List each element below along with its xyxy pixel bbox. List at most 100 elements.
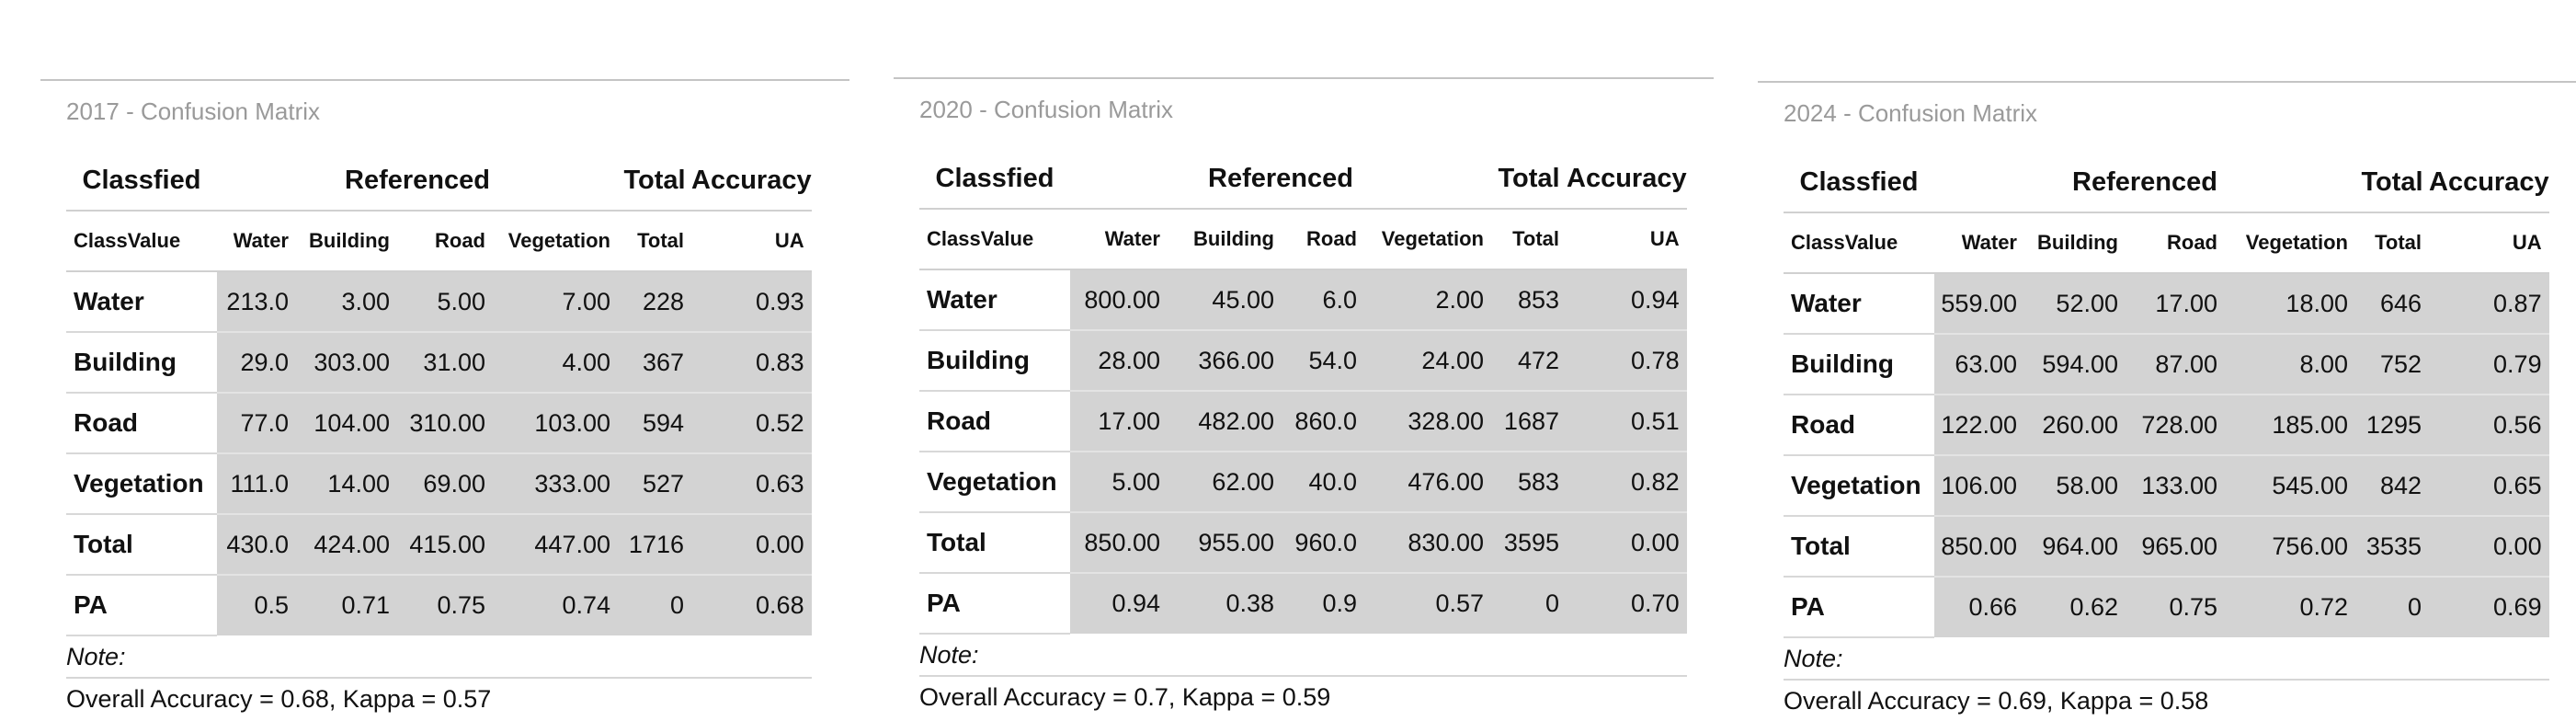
- building-cell: 424.00: [296, 514, 397, 576]
- road-subheader: Road: [2126, 212, 2225, 274]
- ua-cell: 0.68: [691, 575, 812, 635]
- total-cell: 527: [618, 453, 691, 515]
- total-cell: 3535: [2355, 516, 2429, 578]
- ua-cell: 0.00: [1567, 512, 1687, 574]
- total-cell: 583: [1491, 452, 1567, 513]
- vegetation-cell: 830.00: [1364, 512, 1491, 574]
- vegetation-cell: 18.00: [2225, 273, 2355, 335]
- table-row: Total 430.0 424.00 415.00 447.00 1716 0.…: [66, 514, 812, 576]
- total-header: Total: [2355, 153, 2429, 213]
- road-cell: 5.00: [397, 271, 493, 333]
- road-cell: 960.0: [1282, 512, 1364, 574]
- total-cell: 1295: [2355, 395, 2429, 456]
- vegetation-cell: 185.00: [2225, 395, 2355, 456]
- water-cell: 77.0: [217, 393, 296, 454]
- vegetation-cell: 328.00: [1364, 391, 1491, 452]
- road-cell: 860.0: [1282, 391, 1364, 452]
- water-cell: 29.0: [217, 332, 296, 394]
- building-cell: 45.00: [1168, 269, 1282, 331]
- road-cell: 415.00: [397, 514, 493, 576]
- building-cell: 62.00: [1168, 452, 1282, 513]
- table-note: Note:: [919, 634, 1687, 677]
- row-label: Building: [919, 330, 1070, 392]
- building-subheader: Building: [2024, 212, 2126, 274]
- accuracy-header: Accuracy: [1567, 149, 1687, 210]
- table-row: Road 122.00 260.00 728.00 185.00 1295 0.…: [1784, 395, 2549, 456]
- row-label: Building: [1784, 334, 1934, 395]
- row-label: Road: [66, 393, 217, 454]
- total-cell: 752: [2355, 334, 2429, 395]
- row-label: Vegetation: [66, 453, 217, 515]
- total-cell: 646: [2355, 273, 2429, 335]
- row-label: Vegetation: [919, 452, 1070, 513]
- water-cell: 63.00: [1934, 334, 2024, 395]
- confusion-matrix-table: Classfied Referenced Total Accuracy Clas…: [1784, 153, 2549, 721]
- water-cell: 17.00: [1070, 391, 1168, 452]
- table-row: Water 800.00 45.00 6.0 2.00 853 0.94: [919, 269, 1687, 331]
- building-cell: 0.71: [296, 575, 397, 635]
- building-cell: 0.62: [2024, 577, 2126, 637]
- table-note: Note:: [1784, 637, 2549, 681]
- ua-cell: 0.00: [2429, 516, 2549, 578]
- road-cell: 728.00: [2126, 395, 2225, 456]
- water-cell: 430.0: [217, 514, 296, 576]
- vegetation-subheader: Vegetation: [493, 211, 618, 272]
- accuracy-header: Accuracy: [691, 151, 812, 212]
- total-cell: 472: [1491, 330, 1567, 392]
- water-subheader: Water: [217, 211, 296, 272]
- water-cell: 213.0: [217, 271, 296, 333]
- row-label: Road: [1784, 395, 1934, 456]
- road-cell: 310.00: [397, 393, 493, 454]
- water-cell: 800.00: [1070, 269, 1168, 331]
- ua-cell: 0.51: [1567, 391, 1687, 452]
- building-cell: 303.00: [296, 332, 397, 394]
- ua-cell: 0.82: [1567, 452, 1687, 513]
- ua-cell: 0.52: [691, 393, 812, 454]
- ua-cell: 0.70: [1567, 573, 1687, 634]
- building-cell: 366.00: [1168, 330, 1282, 392]
- table-row: PA 0.66 0.62 0.75 0.72 0 0.69: [1784, 577, 2549, 638]
- vegetation-cell: 7.00: [493, 271, 618, 333]
- row-label: Total: [66, 514, 217, 576]
- total-cell: 0: [618, 575, 691, 635]
- accuracy-summary: Overall Accuracy = 0.68, Kappa = 0.57: [66, 684, 492, 713]
- total-cell: 594: [618, 393, 691, 454]
- classified-header: Classfied: [1784, 153, 1934, 213]
- row-label: Water: [919, 269, 1070, 331]
- confusion-matrix-table: Classfied Referenced Total Accuracy Clas…: [919, 149, 1687, 717]
- table-row: Vegetation 106.00 58.00 133.00 545.00 84…: [1784, 455, 2549, 517]
- total-cell: 842: [2355, 455, 2429, 517]
- vegetation-cell: 447.00: [493, 514, 618, 576]
- vegetation-cell: 103.00: [493, 393, 618, 454]
- classified-header: Classfied: [919, 149, 1070, 210]
- road-cell: 87.00: [2126, 334, 2225, 395]
- confusion-matrix-panel-2017: 2017 - Confusion Matrix Classfied Refere…: [40, 79, 849, 714]
- total-header: Total: [618, 151, 691, 212]
- ua-cell: 0.87: [2429, 273, 2549, 335]
- total-header: Total: [1491, 149, 1567, 210]
- confusion-matrix-panel-2020: 2020 - Confusion Matrix Classfied Refere…: [894, 77, 1714, 712]
- panel-title: 2017 - Confusion Matrix: [66, 97, 321, 125]
- water-cell: 850.00: [1070, 512, 1168, 574]
- vegetation-cell: 4.00: [493, 332, 618, 394]
- referenced-header: Referenced: [217, 151, 618, 212]
- confusion-matrix-panel-2024: 2024 - Confusion Matrix Classfied Refere…: [1758, 81, 2576, 715]
- table-row: Vegetation 111.0 14.00 69.00 333.00 527 …: [66, 453, 812, 515]
- table-row: Building 63.00 594.00 87.00 8.00 752 0.7…: [1784, 334, 2549, 395]
- row-label: Water: [66, 271, 217, 333]
- water-cell: 122.00: [1934, 395, 2024, 456]
- classvalue-subheader: ClassValue: [919, 209, 1070, 270]
- water-cell: 106.00: [1934, 455, 2024, 517]
- vegetation-cell: 545.00: [2225, 455, 2355, 517]
- panel-title: 2020 - Confusion Matrix: [919, 96, 1174, 123]
- water-cell: 559.00: [1934, 273, 2024, 335]
- water-cell: 850.00: [1934, 516, 2024, 578]
- table-row: Total 850.00 955.00 960.0 830.00 3595 0.…: [919, 512, 1687, 574]
- table-row: Road 17.00 482.00 860.0 328.00 1687 0.51: [919, 391, 1687, 452]
- water-subheader: Water: [1070, 209, 1168, 270]
- water-cell: 28.00: [1070, 330, 1168, 392]
- accuracy-summary: Overall Accuracy = 0.69, Kappa = 0.58: [1784, 686, 2209, 715]
- ua-subheader: UA: [1567, 209, 1687, 270]
- total-cell: 3595: [1491, 512, 1567, 574]
- total-cell: 1716: [618, 514, 691, 576]
